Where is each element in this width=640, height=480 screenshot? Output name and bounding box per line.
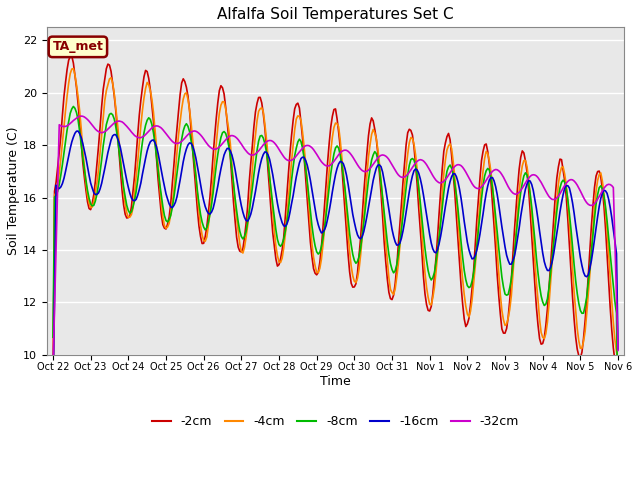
X-axis label: Time: Time [320,375,351,388]
Y-axis label: Soil Temperature (C): Soil Temperature (C) [7,127,20,255]
Text: TA_met: TA_met [52,40,103,53]
Title: Alfalfa Soil Temperatures Set C: Alfalfa Soil Temperatures Set C [217,7,454,22]
Legend: -2cm, -4cm, -8cm, -16cm, -32cm: -2cm, -4cm, -8cm, -16cm, -32cm [147,410,524,433]
